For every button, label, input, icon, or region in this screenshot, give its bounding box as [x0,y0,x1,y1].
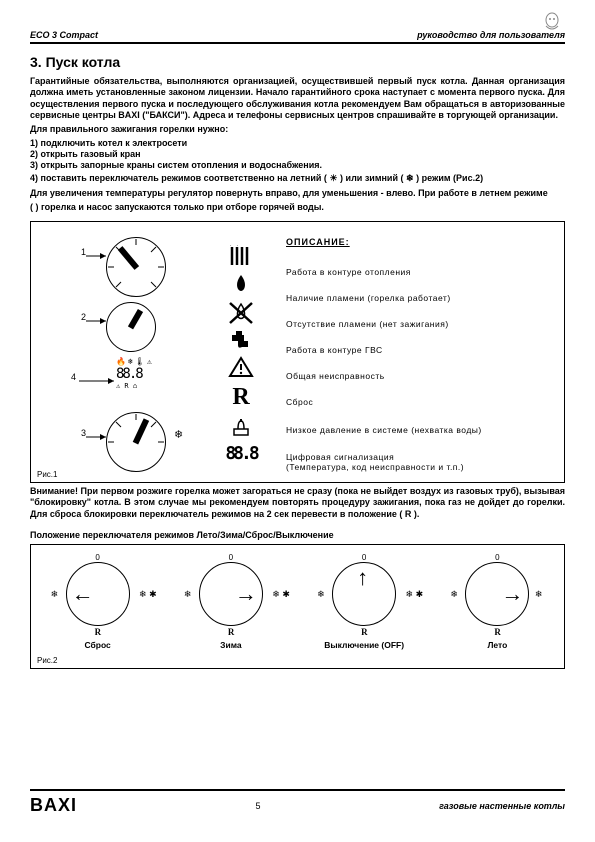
legend-3: Работа в контуре ГВС [286,337,554,363]
section-title: 3. Пуск котла [30,54,565,70]
snow-icon: ❄ [406,173,414,184]
mode-reset: 0 ← ❄ ❄ ✱ R Сброс [43,553,153,650]
mini-display: 🔥❄🌡⚠ 88.8 ⚠ R ⌂ [116,357,191,402]
tap-icon [228,331,254,351]
note-3: ( ) горелка и насос запускаются только п… [30,202,565,213]
warning-icon [228,356,254,378]
reset-icon: R [232,384,249,411]
figure-1: 1 2 🔥❄🌡⚠ 88.8 ⚠ R ⌂ 4 [30,221,565,483]
page-number: 5 [256,801,261,811]
fig1-icons: R 88.8 [206,222,276,482]
footer-right: газовые настенные котлы [439,801,565,811]
fig2-caption: Рис.2 [37,656,57,665]
no-flame-icon [228,301,254,325]
header-logo-icon [539,10,565,36]
legend-0: Работа в контуре отопления [286,259,554,285]
mode-summer: 0 → ❄ ❄ R Лето [442,553,552,650]
fig1-caption: Рис.1 [37,470,57,479]
legend-2: Отсутствие пламени (нет зажигания) [286,311,554,337]
step-1: 1) подключить котел к электросети [30,138,565,148]
step-4c: ) режим (Рис.2) [416,173,483,183]
step-2: 2) открыть газовый кран [30,149,565,159]
dial-2 [106,302,156,352]
modes-label: Положение переключателя режимов Лето/Зим… [30,530,565,540]
mode-winter: 0 → ❄ ❄ ✱ R Зима [176,553,286,650]
note-2: Для увеличения температуры регулятор пов… [30,188,565,199]
brand-logo: BAXI [30,795,77,816]
page-footer: BAXI 5 газовые настенные котлы [30,789,565,816]
legend-5: Сброс [286,389,554,415]
flame-icon [230,273,252,295]
figure-2: 0 ← ❄ ❄ ✱ R Сброс 0 → ❄ ❄ ✱ R Зима 0 ↑ ❄ [30,544,565,669]
step-4a: 4) поставить переключатель режимов соотв… [30,173,327,183]
digital-icon: 88.8 [225,443,256,464]
page-header: ECO 3 Compact руководство для пользовате… [30,30,565,44]
legend-7: Цифровая сигнализация (Температура, код … [286,445,554,479]
dial-1 [106,237,166,297]
radiator-icon [228,245,254,267]
pressure-icon [228,417,254,437]
steps-intro: Для правильного зажигания горелки нужно: [30,124,565,135]
legend-6: Низкое давление в системе (нехватка воды… [286,415,554,445]
paragraph-1: Гарантийные обязательства, выполняются о… [30,76,565,121]
mode-off: 0 ↑ ❄ ❄ ✱ R Выключение (OFF) [309,553,419,650]
legend-1: Наличие пламени (горелка работает) [286,285,554,311]
sun-icon: ☀ [329,173,337,184]
fig1-title: ОПИСАНИЕ: [286,237,554,247]
attention-text: Внимание! При первом розжиге горелка мож… [30,486,565,520]
body-text: Гарантийные обязательства, выполняются о… [30,76,565,213]
step-4b: ) или зимний ( [340,173,403,183]
header-left: ECO 3 Compact [30,30,98,40]
dial-3 [106,412,166,472]
step-3: 3) открыть запорные краны систем отоплен… [30,160,565,170]
legend-4: Общая неисправность [286,363,554,389]
